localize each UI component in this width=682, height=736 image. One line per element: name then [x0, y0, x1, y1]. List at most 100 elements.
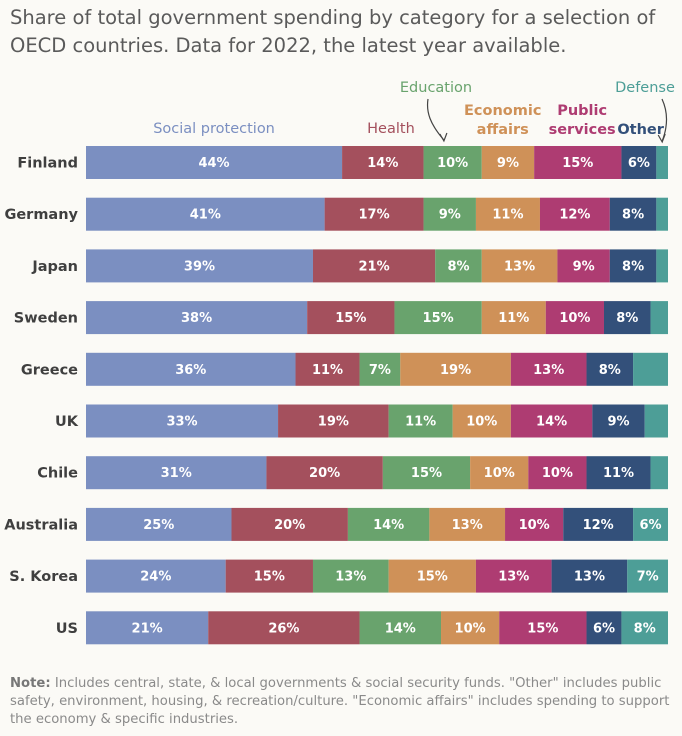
data-label-japan-other: 8%: [622, 259, 644, 274]
data-label-chile-public-services: 10%: [542, 466, 573, 481]
stacked-bar-chart: Finland 44% 14% 10% 9% 15% 6% Germany 41% 17% 9% 11…: [4, 80, 675, 645]
education-pointer-arrow: [426, 98, 445, 141]
data-label-s-korea-economic-affairs: 15%: [417, 570, 448, 585]
legend-label-public-services-line2: services: [549, 122, 616, 138]
note-text: Includes central, state, & local governm…: [10, 676, 670, 727]
bar-segment-finland-defense: [656, 146, 668, 179]
country-label-germany: Germany: [4, 207, 78, 223]
defense-pointer-arrowhead: [657, 133, 666, 144]
legend-label-education: Education: [400, 80, 472, 96]
bar-segment-sweden-economic-affairs: [481, 301, 546, 335]
chart-note: Note: Includes central, state, & local g…: [10, 675, 678, 729]
bar-segment-australia-social-protection: [86, 507, 232, 541]
legend-label-economic-affairs-line2: affairs: [477, 122, 529, 138]
bar-segment-japan-other: [609, 249, 657, 283]
bar-segment-japan-education: [435, 249, 482, 283]
bar-segment-australia-public-services: [505, 507, 564, 541]
bar-segment-greece-other: [586, 352, 634, 386]
bar-segment-australia-other: [563, 507, 634, 541]
data-label-us-social-protection: 21%: [132, 621, 163, 636]
legend-label-economic-affairs-line1: Economic: [464, 103, 541, 119]
bar-segment-germany-economic-affairs: [475, 197, 540, 231]
data-label-japan-public-services: 9%: [573, 259, 595, 274]
bar-segment-australia-education: [347, 507, 430, 541]
bar-segment-japan-health: [312, 249, 436, 283]
chart-title: Share of total government spending by ca…: [10, 6, 656, 57]
country-label-finland: Finland: [17, 156, 78, 172]
country-label-chile: Chile: [37, 466, 78, 482]
legend-label-public-services-line1: Public: [557, 103, 607, 119]
bar-segment-uk-economic-affairs: [452, 404, 511, 438]
data-label-finland-other: 6%: [628, 156, 650, 171]
data-label-greece-economic-affairs: 19%: [440, 363, 471, 378]
data-label-greece-health: 11%: [312, 363, 343, 378]
bar-segment-sweden-education: [394, 301, 482, 335]
legend-label-defense: Defense: [615, 80, 675, 96]
bar-segment-uk-health: [278, 404, 389, 438]
data-label-sweden-other: 8%: [616, 311, 638, 326]
bar-segment-us-defense: [621, 611, 668, 645]
bar-segment-finland-other: [621, 146, 657, 179]
bar-segment-us-education: [359, 611, 442, 645]
data-label-australia-defense: 6%: [640, 518, 662, 533]
bar-segment-greece-education: [359, 352, 401, 386]
data-label-japan-health: 21%: [359, 259, 390, 274]
bar-segment-finland-education: [423, 146, 482, 179]
bar-segment-japan-social-protection: [86, 249, 313, 283]
data-label-us-education: 14%: [385, 621, 416, 636]
bar-segment-japan-public-services: [557, 249, 610, 283]
data-label-australia-economic-affairs: 13%: [452, 518, 483, 533]
legend-label-social-protection: Social protection: [153, 121, 275, 137]
bar-segment-uk-public-services: [510, 404, 593, 438]
data-label-japan-education: 8%: [447, 259, 469, 274]
bar-segment-chile-public-services: [528, 456, 587, 490]
data-label-uk-economic-affairs: 10%: [466, 415, 497, 430]
bar-segment-s-korea-health: [225, 559, 313, 593]
data-label-s-korea-defense: 7%: [637, 570, 659, 585]
bar-segment-greece-public-services: [510, 352, 587, 386]
data-label-germany-education: 9%: [439, 208, 461, 223]
bar-segment-sweden-other: [603, 301, 651, 335]
data-label-s-korea-public-services: 13%: [498, 570, 529, 585]
data-label-chile-health: 20%: [309, 466, 340, 481]
data-label-australia-health: 20%: [274, 518, 305, 533]
data-label-chile-social-protection: 31%: [161, 466, 192, 481]
bar-segment-germany-public-services: [539, 197, 610, 231]
data-label-us-public-services: 15%: [527, 621, 558, 636]
data-label-finland-public-services: 15%: [562, 156, 593, 171]
bar-segment-chile-economic-affairs: [470, 456, 529, 490]
data-label-chile-other: 11%: [603, 466, 634, 481]
bar-segment-uk-education: [388, 404, 453, 438]
legend-label-other: Other: [617, 122, 664, 138]
bar-segment-sweden-defense: [650, 301, 668, 335]
data-label-australia-social-protection: 25%: [143, 518, 174, 533]
bar-segment-japan-economic-affairs: [481, 249, 558, 283]
data-label-australia-public-services: 10%: [519, 518, 550, 533]
bar-segment-s-korea-education: [312, 559, 389, 593]
data-label-germany-public-services: 12%: [559, 208, 590, 223]
data-label-uk-education: 11%: [405, 415, 436, 430]
data-label-sweden-education: 15%: [423, 311, 454, 326]
data-label-australia-other: 12%: [583, 518, 614, 533]
data-label-greece-public-services: 13%: [533, 363, 564, 378]
data-label-germany-social-protection: 41%: [190, 208, 221, 223]
bar-segment-australia-economic-affairs: [429, 507, 506, 541]
data-label-us-health: 26%: [268, 621, 299, 636]
country-label-australia: Australia: [4, 517, 78, 533]
bar-segment-chile-education: [382, 456, 471, 490]
data-label-finland-health: 14%: [367, 156, 398, 171]
data-label-japan-economic-affairs: 13%: [504, 259, 535, 274]
data-label-chile-economic-affairs: 10%: [484, 466, 515, 481]
data-label-greece-education: 7%: [369, 363, 391, 378]
bar-segment-s-korea-public-services: [475, 559, 552, 593]
country-label-uk: UK: [55, 414, 79, 430]
data-label-s-korea-other: 13%: [574, 570, 605, 585]
bar-segment-chile-social-protection: [86, 456, 267, 490]
data-label-greece-other: 8%: [599, 363, 621, 378]
data-label-uk-public-services: 14%: [536, 415, 567, 430]
data-label-uk-health: 19%: [318, 415, 349, 430]
data-label-sweden-public-services: 10%: [559, 311, 590, 326]
data-label-finland-economic-affairs: 9%: [497, 156, 519, 171]
data-label-japan-social-protection: 39%: [184, 259, 215, 274]
bar-segment-finland-public-services: [534, 146, 622, 179]
